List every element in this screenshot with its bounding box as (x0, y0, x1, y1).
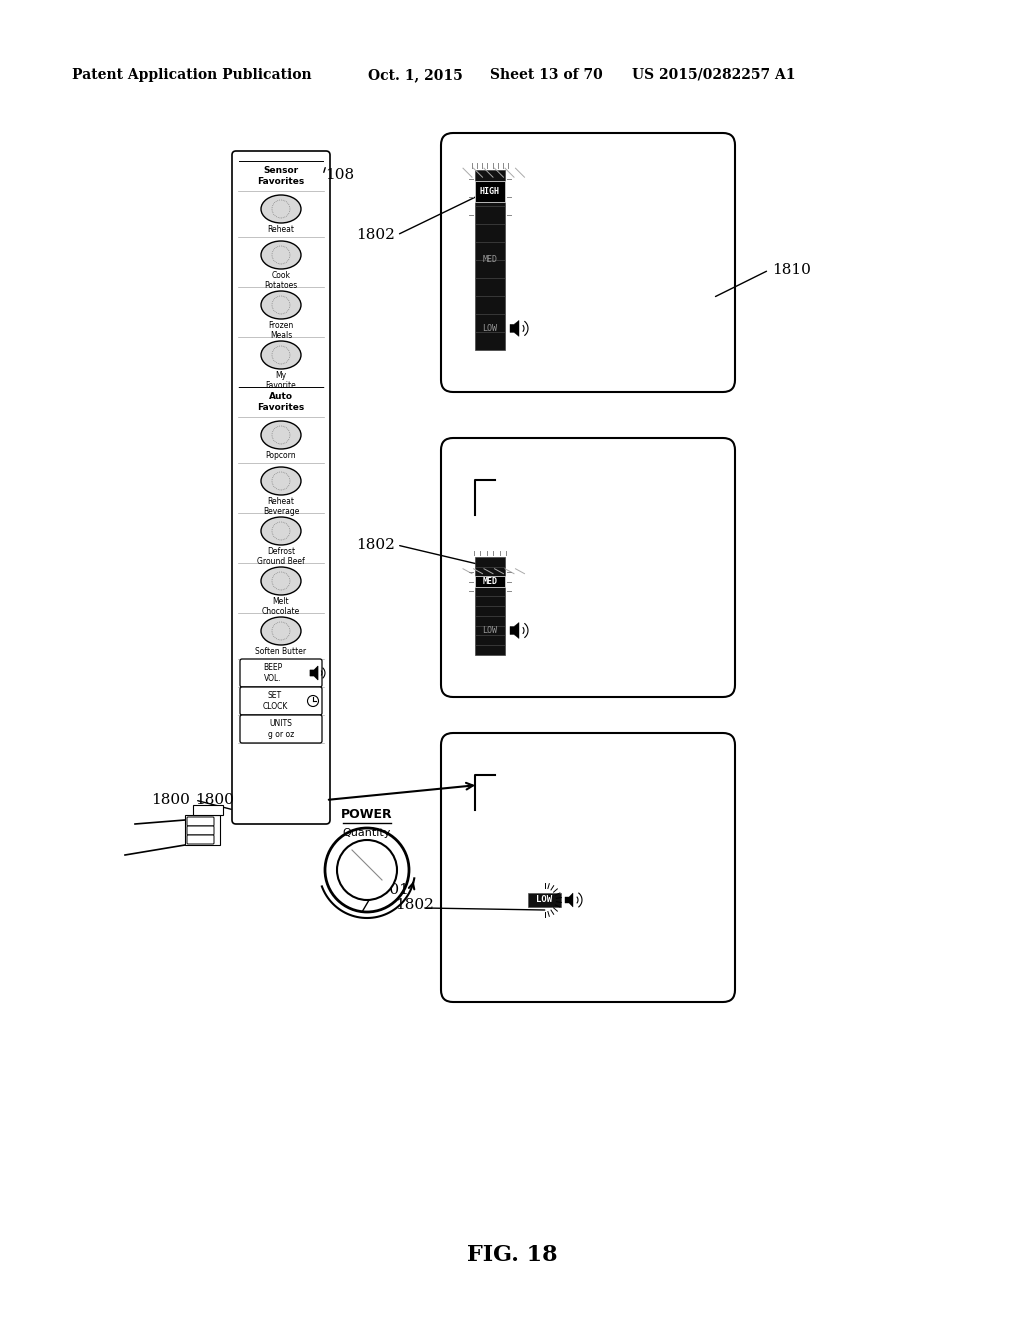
Ellipse shape (261, 568, 301, 595)
Text: BEEP
VOL.: BEEP VOL. (263, 663, 283, 682)
Polygon shape (310, 667, 318, 680)
Text: 1800: 1800 (195, 793, 233, 807)
Bar (475, 557, 505, 655)
FancyBboxPatch shape (240, 686, 322, 715)
FancyBboxPatch shape (441, 438, 735, 697)
Text: Popcorn: Popcorn (265, 451, 296, 459)
Polygon shape (510, 623, 519, 639)
Text: POWER: POWER (341, 808, 393, 821)
Ellipse shape (261, 195, 301, 223)
Ellipse shape (261, 290, 301, 319)
Text: Quantity: Quantity (343, 828, 391, 838)
Polygon shape (510, 321, 519, 337)
Polygon shape (193, 805, 223, 814)
Text: 1800: 1800 (152, 793, 190, 807)
Text: 1810: 1810 (772, 263, 811, 277)
Text: Auto
Favorites: Auto Favorites (257, 392, 304, 412)
Text: 1802: 1802 (356, 228, 395, 242)
Text: 1801: 1801 (370, 883, 409, 898)
FancyBboxPatch shape (240, 715, 322, 743)
Text: Soften Butter: Soften Butter (255, 647, 306, 656)
Text: FIG. 18: FIG. 18 (467, 1243, 557, 1266)
Text: Patent Application Publication: Patent Application Publication (72, 69, 311, 82)
Text: 108: 108 (325, 168, 354, 182)
FancyBboxPatch shape (240, 659, 322, 686)
Polygon shape (565, 894, 573, 907)
FancyBboxPatch shape (441, 733, 735, 1002)
Text: Cook
Potatoes: Cook Potatoes (264, 271, 298, 290)
FancyBboxPatch shape (441, 133, 735, 392)
Ellipse shape (261, 421, 301, 449)
Bar (528, 894, 561, 907)
Text: Defrost
Ground Beef: Defrost Ground Beef (257, 546, 305, 566)
Text: MED: MED (482, 256, 498, 264)
FancyBboxPatch shape (232, 150, 330, 824)
Text: Reheat
Beverage: Reheat Beverage (263, 498, 299, 516)
Ellipse shape (261, 616, 301, 645)
Text: LOW: LOW (482, 323, 498, 333)
Text: Melt
Chocolate: Melt Chocolate (262, 597, 300, 616)
Text: 1802: 1802 (356, 539, 395, 552)
FancyBboxPatch shape (187, 817, 214, 826)
Text: Sensor
Favorites: Sensor Favorites (257, 166, 304, 186)
Bar (475, 576, 505, 587)
Ellipse shape (261, 517, 301, 545)
Ellipse shape (261, 242, 301, 269)
Text: LOW: LOW (482, 626, 498, 635)
Text: HIGH: HIGH (480, 187, 500, 197)
Text: Sheet 13 of 70: Sheet 13 of 70 (490, 69, 603, 82)
Text: US 2015/0282257 A1: US 2015/0282257 A1 (632, 69, 796, 82)
Ellipse shape (261, 467, 301, 495)
Text: My
Favorite: My Favorite (265, 371, 296, 391)
Ellipse shape (261, 341, 301, 370)
Bar (185, 814, 220, 845)
FancyBboxPatch shape (187, 836, 214, 843)
Text: LOW: LOW (537, 895, 553, 904)
Text: SET
CLOCK: SET CLOCK (262, 692, 288, 710)
Text: UNITS
g or oz: UNITS g or oz (268, 719, 294, 739)
Text: Oct. 1, 2015: Oct. 1, 2015 (368, 69, 463, 82)
Circle shape (337, 840, 397, 900)
Text: MED: MED (482, 577, 498, 586)
Text: 1802: 1802 (395, 898, 434, 912)
Bar (475, 170, 505, 350)
Text: Frozen
Meals: Frozen Meals (268, 321, 294, 341)
Bar (475, 181, 505, 202)
Text: Reheat: Reheat (267, 224, 295, 234)
FancyBboxPatch shape (187, 826, 214, 836)
